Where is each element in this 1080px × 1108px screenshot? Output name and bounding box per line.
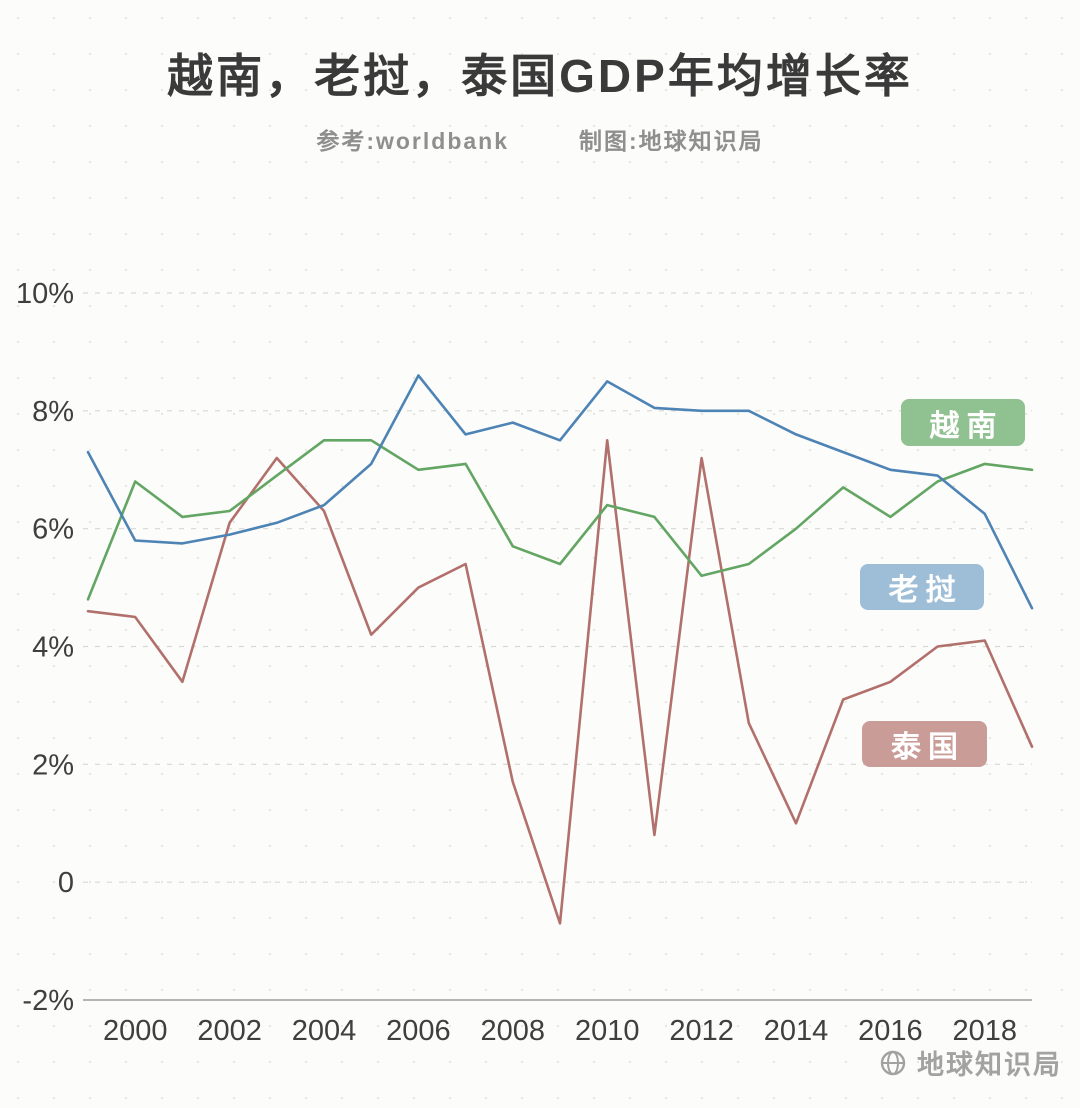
- svg-text:4%: 4%: [32, 632, 74, 664]
- svg-text:2008: 2008: [481, 1015, 546, 1047]
- svg-text:2000: 2000: [103, 1015, 168, 1047]
- svg-text:0: 0: [58, 867, 74, 899]
- svg-text:2016: 2016: [858, 1015, 923, 1047]
- svg-text:2%: 2%: [32, 749, 74, 781]
- svg-text:6%: 6%: [32, 514, 74, 546]
- chart-title: 越南，老挝，泰国GDP年均增长率: [167, 50, 913, 102]
- watermark: 地球知识局: [878, 1043, 1062, 1082]
- svg-text:2004: 2004: [292, 1015, 357, 1047]
- svg-text:2002: 2002: [197, 1015, 262, 1047]
- svg-text:2006: 2006: [386, 1015, 451, 1047]
- chart-subtitle: 参考:worldbank 制图:地球知识局: [0, 122, 1080, 156]
- subtitle-credit: 制图:地球知识局: [579, 128, 764, 154]
- legend-laos: 老挝: [860, 564, 984, 610]
- svg-text:-2%: -2%: [22, 985, 74, 1017]
- svg-text:8%: 8%: [32, 396, 74, 428]
- svg-text:2014: 2014: [764, 1015, 829, 1047]
- legend-thailand: 泰国: [862, 721, 987, 767]
- legend-vietnam: 越南: [901, 399, 1025, 446]
- subtitle-reference: 参考:worldbank: [316, 128, 509, 154]
- svg-text:2012: 2012: [669, 1015, 734, 1047]
- globe-icon: [880, 1050, 906, 1075]
- svg-text:2010: 2010: [575, 1015, 640, 1047]
- svg-text:2018: 2018: [953, 1015, 1018, 1047]
- svg-text:10%: 10%: [16, 278, 74, 310]
- watermark-text: 地球知识局: [917, 1050, 1062, 1080]
